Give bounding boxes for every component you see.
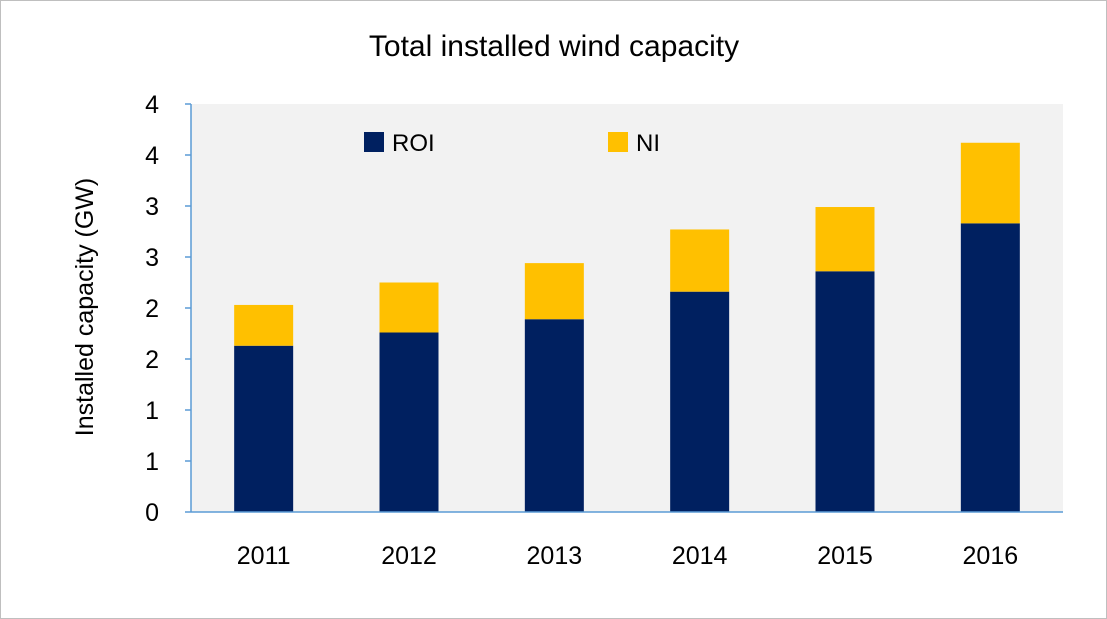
- plot-area: [191, 104, 1063, 512]
- bar-ni-2012: [379, 282, 439, 333]
- x-tick-label: 2013: [527, 542, 583, 570]
- bar-roi-2014: [670, 291, 730, 512]
- y-tick-label: 3: [145, 193, 159, 221]
- bar-roi-2015: [815, 271, 875, 512]
- x-tick-label: 2012: [381, 542, 437, 570]
- bar-roi-2012: [379, 332, 439, 512]
- y-tick-label: 3: [145, 244, 159, 272]
- bar-roi-2013: [524, 319, 584, 512]
- x-tick-label: 2011: [237, 542, 291, 570]
- bar-ni-2011: [234, 304, 294, 346]
- y-axis-title: Installed capacity (GW): [71, 178, 99, 436]
- y-ticks-layer: 0 1 1 2 2 3 3 4 4: [145, 91, 191, 527]
- x-tick-label: 2016: [963, 542, 1019, 570]
- bar-ni-2016: [960, 142, 1020, 224]
- bar-ni-2013: [524, 263, 584, 320]
- y-tick-label: 1: [145, 448, 159, 476]
- y-tick-label: 2: [145, 295, 159, 323]
- bars-layer: [234, 142, 1020, 512]
- bar-ni-2014: [670, 229, 730, 292]
- y-tick-label: 1: [145, 397, 159, 425]
- legend-label-roi: ROI: [392, 130, 435, 157]
- x-tick-label: 2014: [672, 542, 728, 570]
- legend-label-ni: NI: [636, 130, 660, 157]
- bar-roi-2011: [234, 345, 294, 512]
- x-tick-label: 2015: [817, 542, 873, 570]
- legend-swatch-roi: [364, 132, 384, 152]
- legend-swatch-ni: [608, 132, 628, 152]
- bar-ni-2015: [815, 207, 875, 272]
- y-tick-label: 0: [145, 499, 159, 527]
- y-tick-label: 4: [145, 142, 159, 170]
- chart-title: Total installed wind capacity: [369, 30, 739, 63]
- legend: ROI NI: [364, 130, 660, 157]
- x-ticks-layer: 2011 2012 2013 2014 2015 2016: [237, 542, 1018, 570]
- y-tick-label: 4: [145, 91, 159, 119]
- bar-roi-2016: [960, 223, 1020, 512]
- y-tick-label: 2: [145, 346, 159, 374]
